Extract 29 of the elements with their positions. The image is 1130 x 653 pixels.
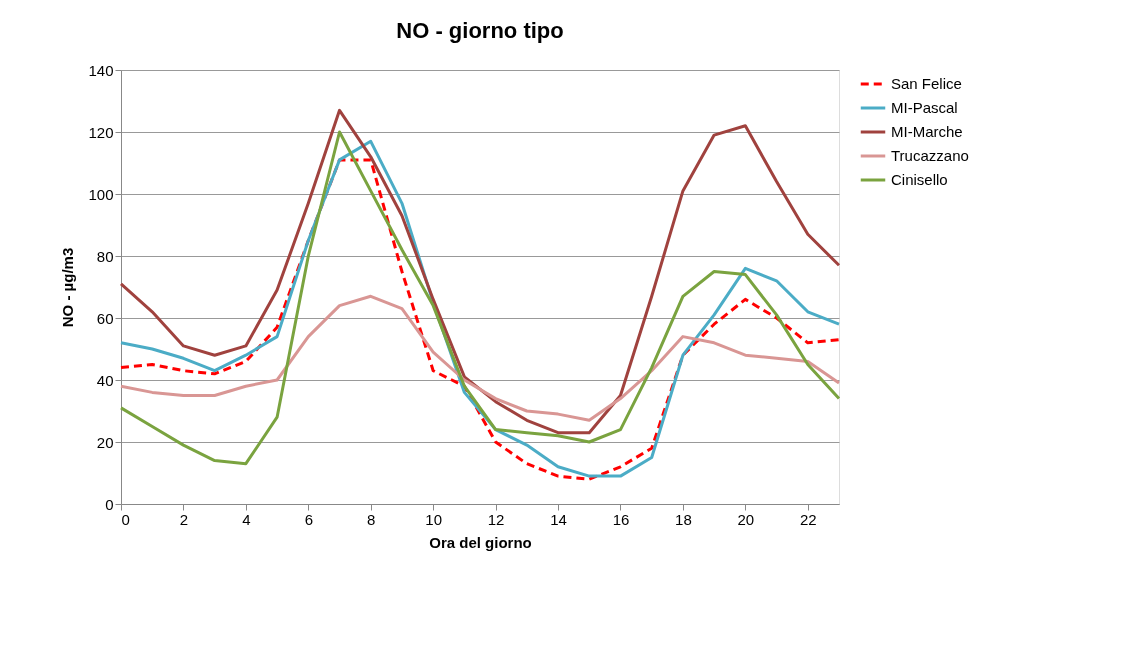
x-tick-label: 6 xyxy=(304,510,313,528)
x-tick-label: 14 xyxy=(550,510,567,528)
x-tick-label: 22 xyxy=(799,510,817,528)
legend-label: Cinisello xyxy=(891,171,948,188)
legend-label: MI-Marche xyxy=(891,123,963,140)
y-tick-label: 120 xyxy=(88,123,114,141)
y-tick-label: 0 xyxy=(105,495,114,513)
x-tick-label: 18 xyxy=(675,510,692,528)
x-tick-label: 10 xyxy=(425,510,443,528)
y-tick-label: 80 xyxy=(96,247,114,265)
line-series xyxy=(119,294,841,422)
legend-label: San Felice xyxy=(891,75,962,92)
x-tick-label: 4 xyxy=(242,510,251,528)
x-tick-label: 16 xyxy=(612,510,630,528)
x-tick-label: 12 xyxy=(487,510,505,528)
y-tick-label: 100 xyxy=(88,185,114,203)
x-tick-label: 2 xyxy=(179,510,189,528)
chart-title: NO - giorno tipo xyxy=(396,18,564,43)
y-tick-label: 20 xyxy=(96,433,114,451)
x-tick-label: 8 xyxy=(367,510,376,528)
x-tick-label: 0 xyxy=(121,510,130,528)
y-tick-label: 140 xyxy=(88,61,114,79)
y-tick-label: 40 xyxy=(96,371,114,389)
x-axis-title: Ora del giorno xyxy=(429,533,532,551)
y-tick-label: 60 xyxy=(96,309,114,327)
x-tick-label: 20 xyxy=(737,510,755,528)
legend-label: Trucazzano xyxy=(891,147,969,164)
y-axis-title: NO - µg/m3 xyxy=(59,247,77,328)
legend-label: MI-Pascal xyxy=(891,99,958,116)
